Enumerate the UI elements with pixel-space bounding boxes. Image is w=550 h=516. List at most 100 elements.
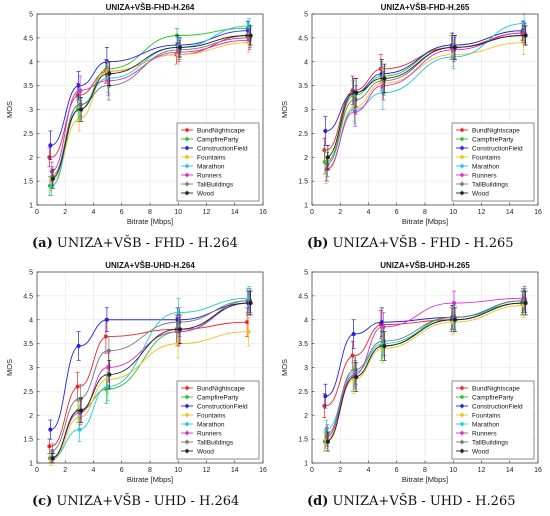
x-tick-label: 8 — [423, 209, 427, 216]
data-point — [50, 448, 55, 454]
x-tick-label: 16 — [259, 467, 267, 474]
legend-item: TallBuildings — [456, 181, 509, 188]
chart-title: UNIZA+VŠB-UHD-H.265 — [380, 261, 470, 270]
legend-label: ConstructionField — [472, 403, 523, 410]
legend-label: Fountains — [472, 154, 501, 161]
data-point — [48, 143, 53, 148]
series-Wood — [325, 25, 528, 170]
legend-label: ConstructionField — [197, 145, 248, 152]
legend-label: Marathon — [472, 163, 500, 170]
legend-swatch-marker — [460, 422, 464, 426]
legend-item: Marathon — [181, 421, 225, 428]
legend-item: Marathon — [456, 421, 500, 428]
y-tick-label: 4 — [304, 59, 308, 66]
x-axis-label: Bitrate [Mbps] — [402, 475, 448, 484]
y-axis-label: MOS — [280, 101, 289, 118]
legend-swatch-marker — [185, 449, 189, 453]
data-point — [177, 45, 183, 50]
data-point — [106, 348, 111, 353]
x-tick-label: 12 — [478, 467, 486, 474]
legend-swatch-marker — [460, 449, 464, 453]
caption-tag: (a) — [32, 236, 53, 251]
legend-label: BundNightscape — [472, 385, 520, 392]
data-point — [79, 107, 84, 112]
legend-label: ConstructionField — [472, 145, 523, 152]
data-point — [381, 339, 386, 344]
chart-a: UNIZA+VŠB-FHD-H.264 0 2 4 6 8 10 12 14 16 1 1.5 2 2.5… — [5, 3, 267, 226]
caption-tag: (b) — [307, 236, 329, 251]
series-line — [51, 331, 249, 462]
data-point — [354, 90, 359, 95]
caption-b: (b) UNIZA+VŠB - FHD - H.265 — [307, 236, 514, 251]
data-point — [452, 317, 458, 322]
data-point — [325, 432, 330, 437]
data-point — [177, 320, 182, 325]
y-tick-label: 4 — [29, 317, 33, 324]
legend-swatch-marker — [185, 128, 189, 132]
x-tick-label: 6 — [395, 209, 399, 216]
legend-box — [451, 380, 535, 460]
data-point — [47, 444, 52, 449]
legend-item: Runners — [456, 430, 497, 437]
chart-title: UNIZA+VŠB-UHD-H.264 — [105, 261, 195, 270]
y-tick-label: 1 — [304, 461, 308, 468]
caption-tag: (d) — [307, 494, 329, 509]
y-axis-label: MOS — [5, 101, 14, 118]
y-tick-label: 2.5 — [23, 389, 33, 396]
x-tick-label: 8 — [423, 467, 427, 474]
legend-label: Runners — [197, 172, 222, 179]
x-tick-label: 10 — [449, 209, 457, 216]
legend-swatch-marker — [185, 413, 189, 417]
data-point — [382, 343, 387, 349]
legend: BundNightscape CampfireParty ConstructionF… — [451, 122, 535, 202]
data-point — [323, 128, 328, 134]
plot-frame — [311, 271, 539, 464]
legend-item: BundNightscape — [181, 127, 245, 134]
legend-box — [451, 122, 535, 202]
legend-label: Runners — [472, 430, 497, 437]
data-point — [452, 45, 458, 50]
data-point — [107, 372, 112, 377]
chart-panel-d: UNIZA+VŠB-UHD-H.265 0 2 4 6 8 10 12 14 16 1 1.5 2 2.5… — [275, 258, 550, 488]
legend-item: Fountains — [456, 154, 501, 161]
caption-a: (a) UNIZA+VŠB - FHD - H.264 — [32, 236, 238, 251]
series-line — [51, 302, 249, 459]
y-tick-label: 3.5 — [23, 83, 33, 90]
y-tick-label: 3 — [304, 365, 308, 372]
legend-item: Runners — [181, 172, 222, 179]
series-line — [325, 23, 524, 170]
legend-label: CampfireParty — [472, 136, 514, 143]
x-tick-label: 8 — [148, 209, 152, 216]
legend-swatch-marker — [185, 440, 189, 444]
legend-item: Marathon — [181, 163, 225, 170]
data-point — [325, 155, 330, 160]
legend-label: Marathon — [197, 421, 225, 428]
x-tick-label: 10 — [449, 467, 457, 474]
legend-item: CampfireParty — [181, 394, 239, 401]
legend-box — [176, 380, 260, 460]
y-tick-label: 4.5 — [23, 35, 33, 42]
chart-panel-b: UNIZA+VŠB-FHD-H.265 0 2 4 6 8 10 12 14 16 1 1.5 2 2.5… — [275, 0, 550, 230]
legend-swatch-marker — [460, 137, 464, 141]
x-tick-label: 4 — [92, 467, 96, 474]
data-point — [77, 427, 82, 432]
legend-swatch-marker — [185, 404, 189, 408]
y-tick-label: 3 — [304, 107, 308, 114]
legend-label: TallBuildings — [472, 181, 509, 188]
legend-label: TallBuildings — [197, 181, 234, 188]
series-line — [326, 30, 524, 132]
legend-label: Fountains — [472, 412, 501, 419]
caption-text: UNIZA+VŠB - FHD - H.264 — [56, 236, 238, 251]
data-point — [75, 384, 80, 389]
legend-item: Wood — [181, 448, 214, 455]
legend-label: Fountains — [197, 412, 226, 419]
x-axis-label: Bitrate [Mbps] — [127, 475, 173, 484]
y-tick-label: 1 — [29, 203, 33, 210]
chart-panel-c: UNIZA+VŠB-UHD-H.264 0 2 4 6 8 10 12 14 16 1 1.5 2 2.5… — [0, 258, 275, 488]
series-line — [325, 32, 524, 170]
legend: BundNightscape CampfireParty ConstructionF… — [176, 380, 260, 460]
x-tick-label: 16 — [534, 467, 542, 474]
y-tick-label: 3 — [29, 365, 33, 372]
data-point — [323, 394, 328, 399]
legend-item: CampfireParty — [456, 136, 514, 143]
